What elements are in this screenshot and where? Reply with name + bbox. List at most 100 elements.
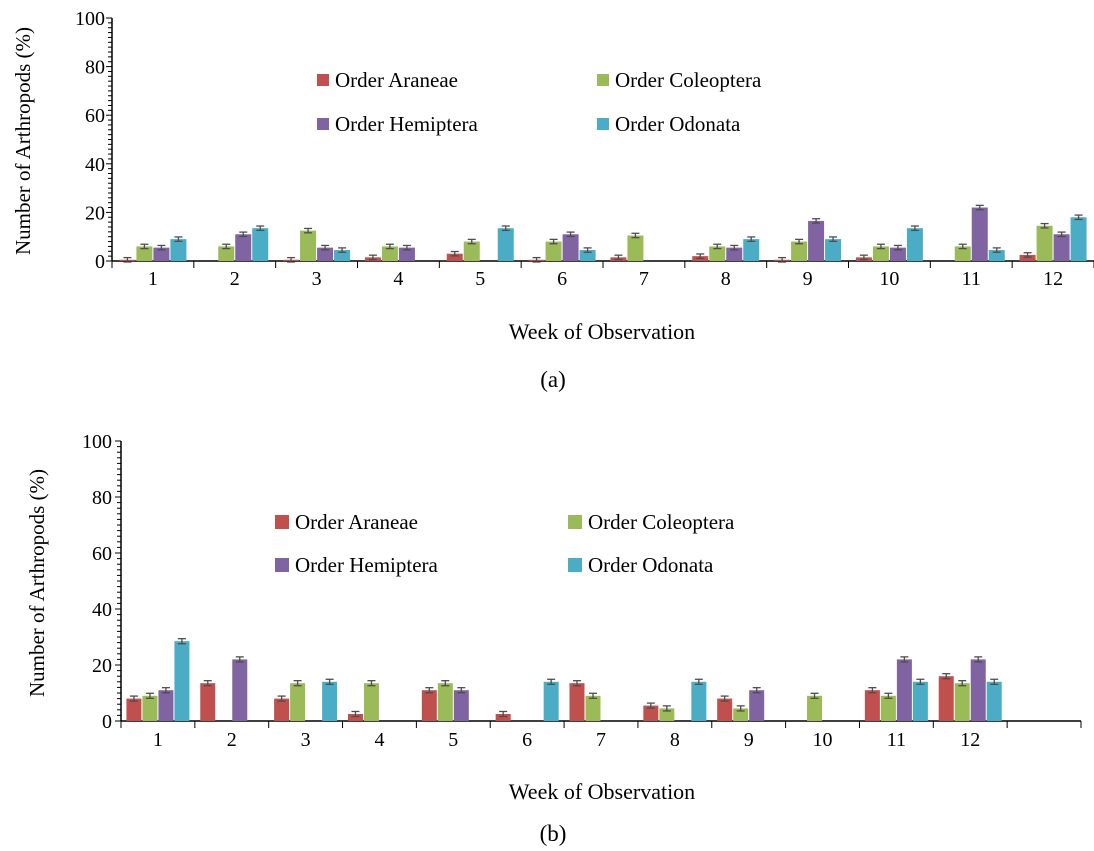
bar-order-hemiptera bbox=[398, 247, 415, 261]
legend-label-araneae: Order Araneae bbox=[335, 68, 458, 92]
bar-order-odonata bbox=[986, 681, 1002, 721]
x-tick-label: 6 bbox=[522, 729, 532, 751]
bar-order-coleoptera bbox=[437, 683, 453, 721]
legend-label-araneae: Order Araneae bbox=[295, 510, 418, 534]
bar-order-hemiptera bbox=[726, 247, 743, 261]
legend-swatch-coleoptera bbox=[597, 74, 609, 86]
bar-order-coleoptera bbox=[381, 246, 398, 261]
y-tick-label: 40 bbox=[85, 154, 105, 176]
bar-order-coleoptera bbox=[463, 241, 480, 261]
x-tick-label: 1 bbox=[148, 268, 158, 290]
bar-order-coleoptera bbox=[136, 246, 153, 261]
bar-order-hemiptera bbox=[889, 247, 906, 261]
bar-order-coleoptera bbox=[954, 246, 971, 261]
legend-swatch-odonata bbox=[568, 558, 582, 572]
bar-order-odonata bbox=[174, 641, 190, 721]
legend-entry-odonata: Order Odonata bbox=[568, 553, 714, 577]
legend-label-hemiptera: Order Hemiptera bbox=[295, 553, 439, 577]
bar-order-hemiptera bbox=[153, 247, 170, 261]
panel-a-legend: Order Araneae Order Coleoptera Order Hem… bbox=[317, 68, 762, 136]
y-tick-label: 20 bbox=[85, 202, 105, 224]
panel-a-caption: (a) bbox=[540, 367, 566, 392]
bar-order-odonata bbox=[988, 250, 1005, 261]
bar-order-araneae bbox=[446, 253, 463, 261]
bar-order-araneae bbox=[1019, 254, 1036, 261]
bar-order-hemiptera bbox=[562, 234, 579, 261]
bar-order-hemiptera bbox=[235, 234, 252, 261]
y-tick-label: 0 bbox=[95, 251, 105, 273]
bar-order-coleoptera bbox=[545, 241, 562, 261]
x-tick-label: 8 bbox=[721, 268, 731, 290]
bar-order-coleoptera bbox=[290, 683, 306, 721]
legend-label-hemiptera: Order Hemiptera bbox=[335, 112, 479, 136]
legend-entry-odonata: Order Odonata bbox=[597, 112, 741, 136]
legend-entry-hemiptera: Order Hemiptera bbox=[275, 553, 439, 577]
bar-order-coleoptera bbox=[585, 695, 601, 721]
bar-order-odonata bbox=[825, 239, 842, 261]
bar-order-hemiptera bbox=[970, 659, 986, 721]
bar-order-coleoptera bbox=[218, 246, 235, 261]
legend-entry-coleoptera: Order Coleoptera bbox=[597, 68, 762, 92]
bar-order-odonata bbox=[579, 250, 596, 261]
bar-order-araneae bbox=[643, 705, 659, 721]
bar-order-coleoptera bbox=[363, 683, 379, 721]
legend-swatch-araneae bbox=[317, 74, 329, 86]
panel-b-y-axis-label: Number of Arthropods (%) bbox=[25, 469, 49, 697]
x-tick-label: 11 bbox=[887, 729, 906, 751]
x-tick-label: 1 bbox=[153, 729, 163, 751]
bar-order-araneae bbox=[569, 683, 585, 721]
bar-order-hemiptera bbox=[971, 207, 988, 261]
bar-order-coleoptera bbox=[880, 695, 896, 721]
legend-entry-araneae: Order Araneae bbox=[275, 510, 418, 534]
x-tick-label: 9 bbox=[803, 268, 813, 290]
x-tick-label: 10 bbox=[879, 268, 899, 290]
bar-order-coleoptera bbox=[709, 246, 726, 261]
bar-order-coleoptera bbox=[807, 695, 823, 721]
x-tick-label: 8 bbox=[670, 729, 680, 751]
legend-entry-hemiptera: Order Hemiptera bbox=[317, 112, 479, 136]
bar-order-odonata bbox=[252, 228, 269, 261]
bar-order-odonata bbox=[322, 681, 338, 721]
panel-b-legend: Order Araneae Order Coleoptera Order Hem… bbox=[275, 510, 735, 577]
bar-order-coleoptera bbox=[954, 683, 970, 721]
legend-label-odonata: Order Odonata bbox=[615, 112, 741, 136]
bar-order-araneae bbox=[274, 698, 290, 721]
bar-order-odonata bbox=[1070, 217, 1087, 261]
bar-order-hemiptera bbox=[896, 659, 912, 721]
bar-order-araneae bbox=[938, 676, 954, 721]
x-tick-label: 7 bbox=[596, 729, 606, 751]
bar-order-araneae bbox=[717, 698, 733, 721]
bar-order-odonata bbox=[497, 228, 514, 261]
bar-order-araneae bbox=[864, 690, 880, 721]
x-tick-label: 4 bbox=[374, 729, 384, 751]
bar-order-araneae bbox=[495, 714, 511, 721]
bar-order-coleoptera bbox=[142, 695, 158, 721]
bar-order-hemiptera bbox=[317, 247, 334, 261]
y-tick-label: 60 bbox=[92, 543, 112, 565]
legend-entry-coleoptera: Order Coleoptera bbox=[568, 510, 735, 534]
x-tick-label: 12 bbox=[1043, 268, 1063, 290]
bar-order-hemiptera bbox=[1053, 234, 1070, 261]
bar-order-odonata bbox=[543, 681, 559, 721]
bar-order-hemiptera bbox=[232, 659, 248, 721]
y-tick-label: 80 bbox=[92, 487, 112, 509]
panel-b-x-axis-label: Week of Observation bbox=[509, 779, 695, 804]
bar-order-odonata bbox=[691, 681, 707, 721]
legend-swatch-odonata bbox=[597, 118, 609, 130]
bar-order-odonata bbox=[170, 239, 187, 261]
x-tick-label: 10 bbox=[813, 729, 833, 751]
x-tick-label: 2 bbox=[230, 268, 240, 290]
legend-label-odonata: Order Odonata bbox=[588, 553, 714, 577]
x-tick-label: 9 bbox=[744, 729, 754, 751]
x-tick-label: 4 bbox=[393, 268, 403, 290]
x-tick-label: 6 bbox=[557, 268, 567, 290]
legend-swatch-coleoptera bbox=[568, 515, 582, 529]
bar-order-coleoptera bbox=[300, 230, 317, 261]
y-tick-label: 100 bbox=[75, 8, 105, 30]
bar-order-odonata bbox=[912, 681, 928, 721]
bar-order-odonata bbox=[334, 250, 351, 261]
legend-swatch-hemiptera bbox=[275, 558, 289, 572]
legend-swatch-araneae bbox=[275, 515, 289, 529]
